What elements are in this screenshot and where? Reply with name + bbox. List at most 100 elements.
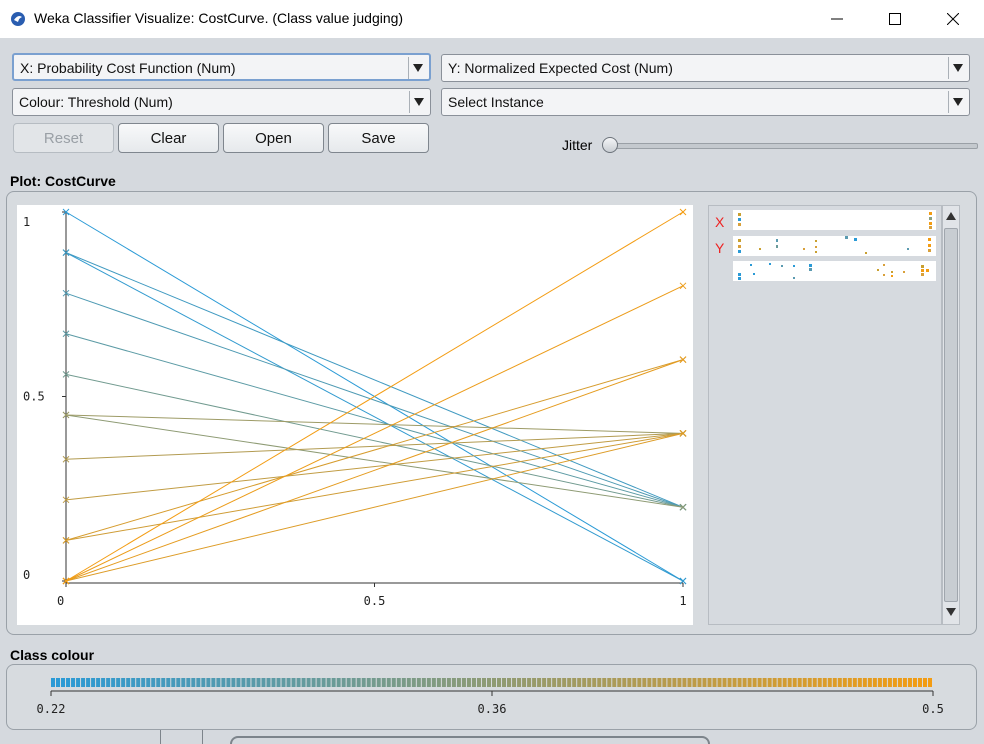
- colour-swatch: [56, 678, 61, 687]
- colour-swatch: [637, 678, 642, 687]
- data-point-14-1: [679, 282, 687, 290]
- attribute-strip-x[interactable]: [733, 210, 936, 230]
- plot-title: Plot: CostCurve: [10, 173, 116, 189]
- attribute-strip-y[interactable]: [733, 236, 936, 256]
- data-point-5-0: [62, 371, 70, 378]
- colour-swatch: [872, 678, 877, 687]
- x-axis-select[interactable]: X: Probability Cost Function (Num): [12, 53, 431, 81]
- colour-swatch: [196, 678, 201, 687]
- colour-swatch: [96, 678, 101, 687]
- colour-swatch: [486, 678, 491, 687]
- colour-swatch: [727, 678, 732, 687]
- clear-button[interactable]: Clear: [118, 123, 219, 153]
- colour-swatch: [537, 678, 542, 687]
- maximize-button[interactable]: [866, 0, 924, 38]
- colour-swatch: [747, 678, 752, 687]
- colour-swatch: [296, 678, 301, 687]
- open-button[interactable]: Open: [223, 123, 324, 153]
- colour-select[interactable]: Colour: Threshold (Num): [12, 88, 431, 116]
- colour-swatch: [261, 678, 266, 687]
- colour-swatch: [131, 678, 136, 687]
- colour-swatch: [577, 678, 582, 687]
- colour-swatch: [612, 678, 617, 687]
- scrollbar-thumb[interactable]: [944, 228, 958, 602]
- colour-swatch: [446, 678, 451, 687]
- colour-swatch: [562, 678, 567, 687]
- data-point-1-1: [679, 577, 687, 585]
- colour-swatch: [231, 678, 236, 687]
- colour-swatch: [717, 678, 722, 687]
- colour-swatch: [617, 678, 622, 687]
- scroll-down-icon[interactable]: [946, 608, 956, 616]
- colour-swatch: [356, 678, 361, 687]
- data-point-15-0: [62, 577, 70, 585]
- attribute-strip-threshold[interactable]: [733, 261, 936, 281]
- jitter-slider-thumb[interactable]: [602, 137, 618, 153]
- window-title: Weka Classifier Visualize: CostCurve. (C…: [34, 10, 404, 26]
- y-tick-label: 0.5: [23, 390, 45, 404]
- colour-swatch: [266, 678, 271, 687]
- colour-swatch: [542, 678, 547, 687]
- y-axis-select[interactable]: Y: Normalized Expected Cost (Num): [441, 54, 970, 82]
- colour-swatch: [436, 678, 441, 687]
- colour-swatch: [802, 678, 807, 687]
- title-bar: Weka Classifier Visualize: CostCurve. (C…: [0, 0, 984, 38]
- chevron-down-icon: [948, 57, 967, 79]
- attribute-x-marker[interactable]: X: [715, 214, 725, 230]
- colour-swatch: [627, 678, 632, 687]
- colour-swatch: [547, 678, 552, 687]
- minimize-button[interactable]: [808, 0, 866, 38]
- colour-swatch: [502, 678, 507, 687]
- chevron-down-icon: [948, 91, 967, 113]
- colour-swatch: [421, 678, 426, 687]
- y-tick-label: 1: [23, 215, 30, 229]
- colour-swatch: [426, 678, 431, 687]
- colour-swatch: [682, 678, 687, 687]
- colour-swatch: [396, 678, 401, 687]
- colour-swatch: [837, 678, 842, 687]
- colour-swatch: [376, 678, 381, 687]
- colour-swatch: [557, 678, 562, 687]
- select-instance[interactable]: Select Instance: [441, 88, 970, 116]
- close-button[interactable]: [924, 0, 982, 38]
- colour-swatch: [687, 678, 692, 687]
- colour-swatch: [817, 678, 822, 687]
- series-line-15: [65, 211, 684, 582]
- series-line-3: [65, 292, 684, 508]
- colour-swatch: [201, 678, 206, 687]
- save-button[interactable]: Save: [328, 123, 429, 153]
- colour-swatch: [782, 678, 787, 687]
- colour-swatch: [61, 678, 66, 687]
- colour-swatch: [807, 678, 812, 687]
- colour-swatch: [331, 678, 336, 687]
- colour-swatch: [91, 678, 96, 687]
- reset-button[interactable]: Reset: [13, 123, 114, 153]
- colour-swatch: [602, 678, 607, 687]
- scroll-up-icon[interactable]: [946, 212, 956, 220]
- colour-swatch: [672, 678, 677, 687]
- colour-swatch: [567, 678, 572, 687]
- plot-area[interactable]: 0 0.5 1 0 0.5 1: [17, 205, 693, 625]
- colour-swatch: [702, 678, 707, 687]
- colour-swatch: [742, 678, 747, 687]
- colour-swatch: [251, 678, 256, 687]
- colour-swatch: [166, 678, 171, 687]
- colour-swatch: [361, 678, 366, 687]
- colour-swatch: [787, 678, 792, 687]
- colour-swatch: [286, 678, 291, 687]
- colour-swatch: [492, 678, 497, 687]
- jitter-slider[interactable]: [608, 143, 978, 149]
- colour-swatch: [512, 678, 517, 687]
- colour-swatch: [51, 678, 56, 687]
- attribute-y-marker[interactable]: Y: [715, 240, 725, 256]
- x-tick-label: 0.5: [364, 594, 386, 608]
- colour-select-label: Colour: Threshold (Num): [19, 94, 173, 110]
- series-line-12: [65, 432, 684, 582]
- colour-swatch: [441, 678, 446, 687]
- colour-swatch: [76, 678, 81, 687]
- colour-swatch: [882, 678, 887, 687]
- colour-swatch: [907, 678, 912, 687]
- attribute-scrollbar[interactable]: [942, 205, 960, 625]
- colour-swatch: [827, 678, 832, 687]
- series-line-13: [65, 359, 684, 582]
